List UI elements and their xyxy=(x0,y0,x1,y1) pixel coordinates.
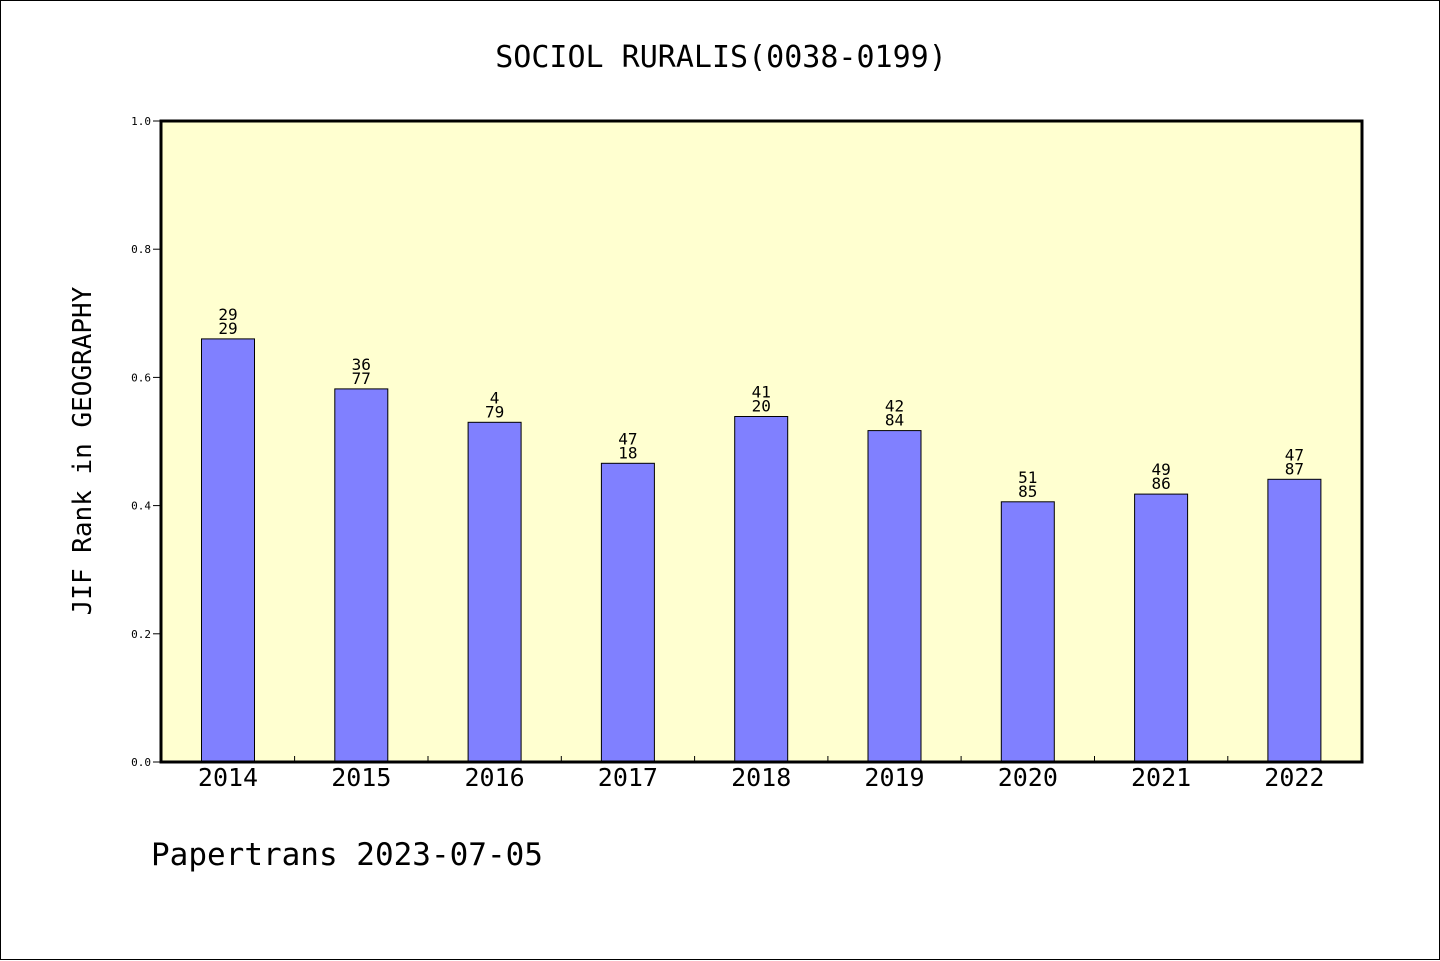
data-label-top-2016: 4 xyxy=(490,388,500,407)
bar-2022 xyxy=(1267,478,1322,763)
bar-2016 xyxy=(467,421,522,763)
y-axis-label: JIF Rank in GEOGRAPHY xyxy=(68,286,98,615)
x-tick-label-2021: 2021 xyxy=(1131,763,1191,792)
data-label-bottom-2020: 85 xyxy=(1018,482,1037,501)
x-tick-label-2015: 2015 xyxy=(331,763,391,792)
data-label-bottom-2014: 29 xyxy=(218,319,237,338)
data-label-bottom-2019: 84 xyxy=(885,411,904,430)
plot-border xyxy=(159,119,1364,764)
bar-2020 xyxy=(1000,501,1055,763)
bar-2019 xyxy=(867,430,922,763)
data-label-bottom-2022: 87 xyxy=(1285,459,1304,478)
data-label-bottom-2015: 77 xyxy=(352,369,371,388)
bar-2021 xyxy=(1134,493,1189,763)
bar-2015 xyxy=(334,388,389,763)
footer-text: Papertrans 2023-07-05 xyxy=(151,837,543,873)
data-label-top-2017: 47 xyxy=(618,429,637,448)
y-tick-label: 0.8 xyxy=(131,243,151,256)
x-tick-label-2018: 2018 xyxy=(731,763,791,792)
bars-layer xyxy=(201,338,1322,763)
data-label-top-2021: 49 xyxy=(1151,460,1170,479)
x-tick-label-2019: 2019 xyxy=(864,763,924,792)
chart-title: SOCIOL RURALIS(0038-0199) xyxy=(495,40,947,75)
data-label-top-2022: 47 xyxy=(1285,445,1304,464)
data-label-top-2014: 29 xyxy=(218,305,237,324)
x-tick-label-2014: 2014 xyxy=(198,763,258,792)
data-label-top-2015: 36 xyxy=(352,355,371,374)
bar-2018 xyxy=(734,416,789,763)
x-tick-label-2017: 2017 xyxy=(598,763,658,792)
data-label-top-2019: 42 xyxy=(885,397,904,416)
x-tick-label-2016: 2016 xyxy=(464,763,524,792)
y-tick-label: 0.0 xyxy=(131,756,151,769)
bar-2017 xyxy=(600,462,655,763)
y-tick-label: 0.4 xyxy=(131,500,151,513)
data-label-bottom-2017: 18 xyxy=(618,443,637,462)
data-label-top-2018: 41 xyxy=(752,383,771,402)
x-tick-label-2020: 2020 xyxy=(998,763,1058,792)
x-ticks-layer: 2014 2015 2016 2017 2018 2019 2020 2021 2022 xyxy=(198,756,1325,792)
x-tick-label-2022: 2022 xyxy=(1264,763,1324,792)
y-tick-label: 0.6 xyxy=(131,371,151,384)
y-ticks-layer: 0.0 0.2 0.4 0.6 0.8 1.0 xyxy=(131,115,161,769)
y-tick-label: 0.2 xyxy=(131,628,151,641)
bar-2014 xyxy=(201,338,255,763)
data-label-top-2020: 51 xyxy=(1018,468,1037,487)
y-tick-label: 1.0 xyxy=(131,115,151,128)
data-label-bottom-2018: 20 xyxy=(752,397,771,416)
data-label-bottom-2016: 79 xyxy=(485,402,504,421)
data-label-bottom-2021: 86 xyxy=(1151,474,1170,493)
